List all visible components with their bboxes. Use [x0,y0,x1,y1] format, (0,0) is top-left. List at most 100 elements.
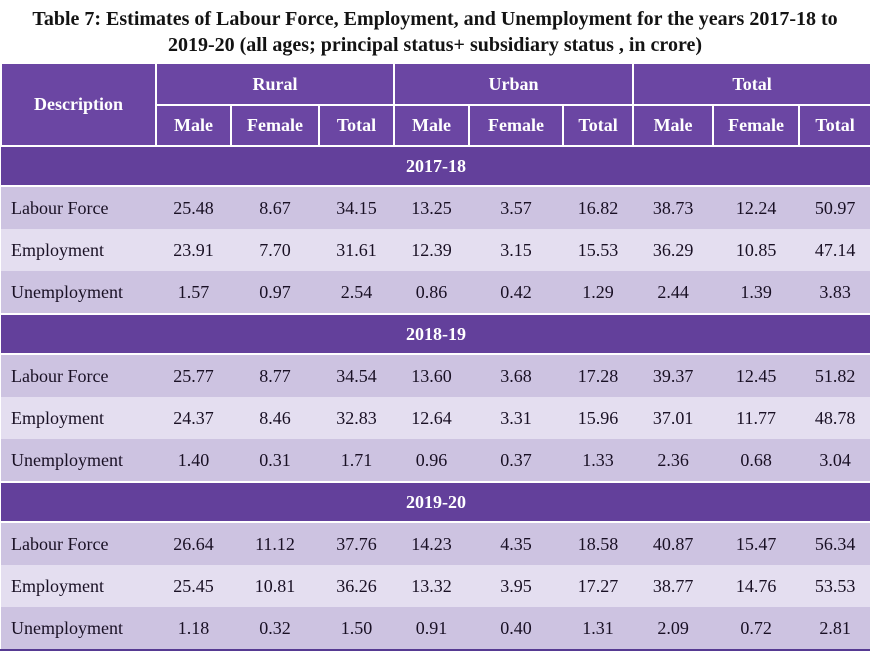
table-row-labour-force: Labour Force 26.64 11.12 37.76 14.23 4.3… [1,522,870,565]
data-cell: 8.46 [231,397,319,439]
data-cell: 0.96 [394,439,470,482]
data-cell: 2.81 [799,607,870,649]
data-cell: 17.28 [563,354,634,397]
table-row-unemployment: Unemployment 1.18 0.32 1.50 0.91 0.40 1.… [1,607,870,649]
header-urban-total: Total [562,104,635,147]
data-cell: 3.57 [469,186,564,229]
data-cell: 11.77 [713,397,800,439]
data-cell: 26.64 [156,522,231,565]
table-row-employment: Employment 25.45 10.81 36.26 13.32 3.95 … [1,565,870,607]
table-title: Table 7: Estimates of Labour Force, Empl… [0,0,870,62]
row-label: Labour Force [1,354,156,397]
header-group-row: Description Rural Urban Total [0,62,870,147]
data-cell: 0.97 [231,271,319,314]
year-band: 2018-19 [1,313,870,355]
data-cell: 15.47 [713,522,800,565]
data-cell: 11.12 [231,522,319,565]
table-row-labour-force: Labour Force 25.77 8.77 34.54 13.60 3.68… [1,354,870,397]
data-cell: 24.37 [156,397,231,439]
data-cell: 3.68 [469,354,564,397]
year-row-2019-20: 2019-20 [1,481,870,523]
data-cell: 12.64 [394,397,470,439]
data-cell: 0.86 [394,271,470,314]
header-total-male: Male [632,104,715,147]
row-label: Labour Force [1,522,156,565]
data-cell: 25.77 [156,354,231,397]
row-label: Employment [1,229,156,271]
data-cell: 12.24 [713,186,800,229]
data-cell: 56.34 [799,522,870,565]
data-cell: 25.48 [156,186,231,229]
data-cell: 36.29 [633,229,714,271]
data-cell: 1.40 [156,439,231,482]
header-total-total: Total [798,104,870,147]
data-cell: 3.15 [469,229,564,271]
data-cell: 51.82 [799,354,870,397]
data-cell: 3.31 [469,397,564,439]
header-rural-total: Total [317,104,396,147]
table-title-line1: Table 7: Estimates of Labour Force, Empl… [32,8,838,30]
data-cell: 1.18 [156,607,231,649]
table-row-unemployment: Unemployment 1.40 0.31 1.71 0.96 0.37 1.… [1,439,870,482]
data-cell: 1.31 [563,607,634,649]
header-rural-female: Female [230,104,320,147]
data-cell: 15.53 [563,229,634,271]
data-cell: 7.70 [231,229,319,271]
year-band: 2017-18 [1,145,870,187]
data-cell: 3.95 [469,565,564,607]
data-cell: 34.54 [319,354,395,397]
data-cell: 1.39 [713,271,800,314]
table-row-employment: Employment 24.37 8.46 32.83 12.64 3.31 1… [1,397,870,439]
data-cell: 12.39 [394,229,470,271]
data-cell: 1.50 [319,607,395,649]
table-bottom-border [0,649,870,651]
data-cell: 40.87 [633,522,714,565]
data-cell: 2.36 [633,439,714,482]
data-cell: 2.54 [319,271,395,314]
header-sub-row: Male Female Total Male Female Total Male… [1,104,870,147]
labour-force-table: Description Rural Urban Total Male Femal… [0,62,870,649]
data-cell: 37.76 [319,522,395,565]
data-cell: 25.45 [156,565,231,607]
data-cell: 8.67 [231,186,319,229]
row-label: Unemployment [1,439,156,482]
data-cell: 1.29 [563,271,634,314]
data-cell: 34.15 [319,186,395,229]
data-cell: 50.97 [799,186,870,229]
data-cell: 31.61 [319,229,395,271]
header-urban-female: Female [468,104,565,147]
data-cell: 12.45 [713,354,800,397]
data-cell: 32.83 [319,397,395,439]
data-cell: 0.40 [469,607,564,649]
year-row-2017-18: 2017-18 [1,145,870,187]
header-group-rural: Rural [154,62,396,106]
data-cell: 1.57 [156,271,231,314]
year-row-2018-19: 2018-19 [1,313,870,355]
data-cell: 39.37 [633,354,714,397]
row-label: Labour Force [1,186,156,229]
data-cell: 4.35 [469,522,564,565]
data-cell: 16.82 [563,186,634,229]
data-cell: 2.44 [633,271,714,314]
data-cell: 47.14 [799,229,870,271]
header-group-total: Total [632,62,870,106]
data-cell: 0.72 [713,607,800,649]
header-description: Description [0,62,157,147]
row-label: Employment [1,565,156,607]
data-cell: 53.53 [799,565,870,607]
data-cell: 3.04 [799,439,870,482]
data-cell: 10.85 [713,229,800,271]
data-cell: 8.77 [231,354,319,397]
row-label: Employment [1,397,156,439]
row-label: Unemployment [1,271,156,314]
data-cell: 0.68 [713,439,800,482]
data-cell: 3.83 [799,271,870,314]
header-rural-male: Male [155,104,232,147]
header-group-urban: Urban [393,62,635,106]
data-cell: 0.42 [469,271,564,314]
data-cell: 18.58 [563,522,634,565]
data-cell: 0.37 [469,439,564,482]
data-cell: 10.81 [231,565,319,607]
table-row-employment: Employment 23.91 7.70 31.61 12.39 3.15 1… [1,229,870,271]
data-cell: 1.33 [563,439,634,482]
